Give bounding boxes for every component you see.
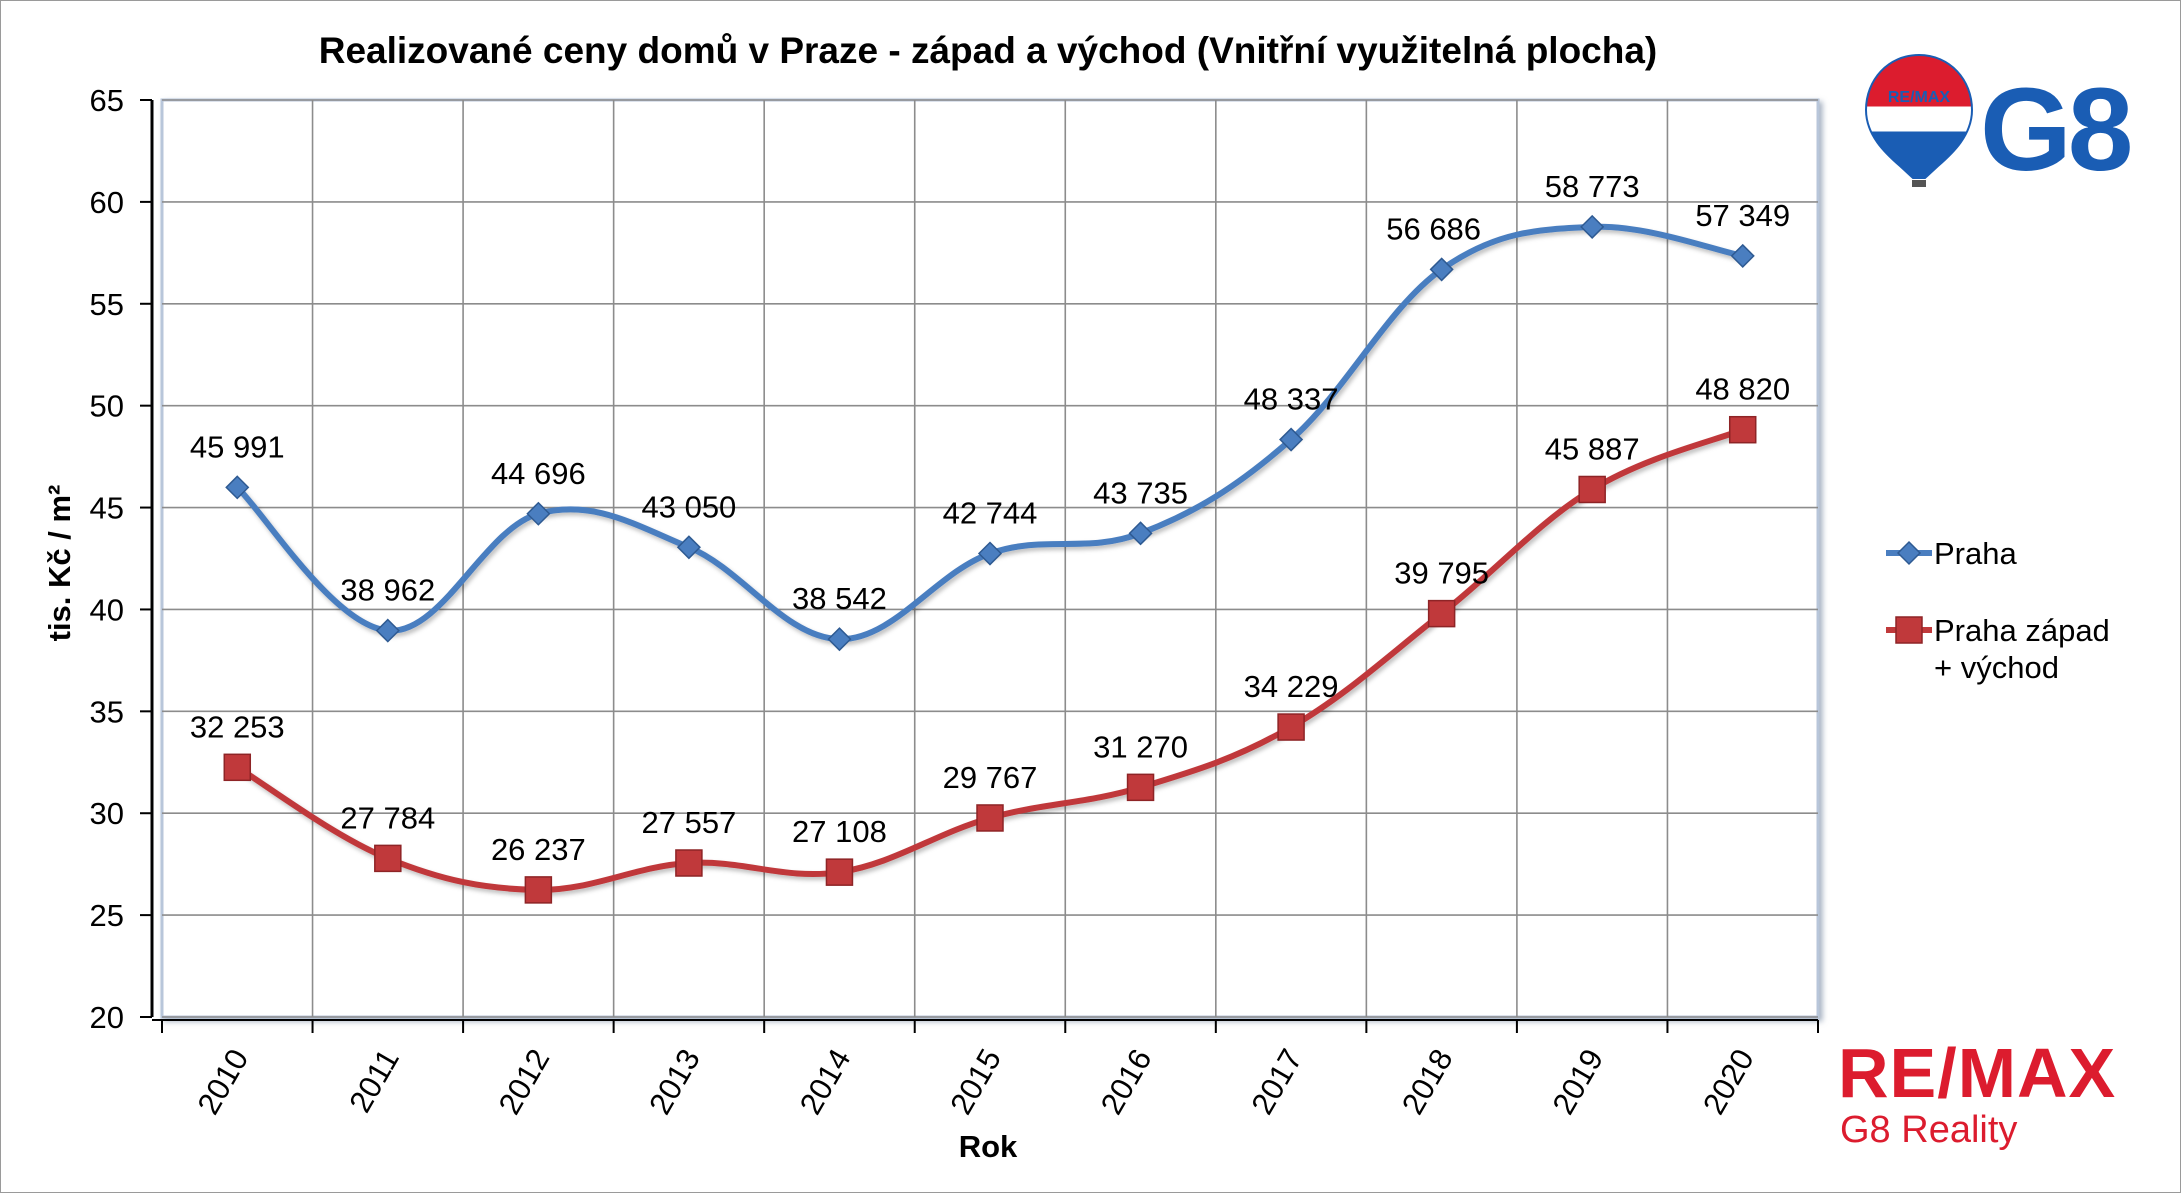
data-point (675, 849, 703, 877)
data-label: 27 108 (792, 814, 887, 849)
data-label: 45 887 (1545, 431, 1640, 466)
data-point (1728, 415, 1757, 444)
data-point (825, 858, 854, 886)
data-point (1730, 243, 1755, 268)
data-label: 29 767 (943, 760, 1038, 795)
y-tick-label: 65 (90, 83, 124, 118)
data-label: 39 795 (1394, 556, 1489, 591)
data-point (676, 535, 701, 560)
legend-item: Praha (1886, 536, 2017, 571)
data-label: 44 696 (491, 456, 586, 491)
x-tick-label: 2017 (1244, 1043, 1309, 1120)
data-point (1277, 713, 1305, 741)
chart-title: Realizované ceny domů v Praze - západ a … (319, 30, 1658, 71)
legend-marker (1896, 540, 1922, 566)
chart-legend: Praha Praha západ+ východ (1886, 536, 2110, 685)
data-label: 56 686 (1386, 211, 1481, 246)
g8-logo: G8 (1980, 64, 2130, 196)
data-point (225, 475, 250, 500)
data-label: 48 820 (1695, 372, 1790, 407)
y-tick-label: 50 (90, 389, 124, 424)
data-label: 43 050 (641, 489, 736, 524)
data-point (977, 541, 1003, 566)
data-point (1427, 599, 1456, 628)
data-point (375, 618, 400, 643)
balloon-text: RE/MAX (1888, 89, 1951, 106)
data-point (1580, 214, 1605, 239)
legend-label: Praha západ (1934, 613, 2110, 648)
data-point (526, 501, 551, 526)
legend-label: + východ (1934, 650, 2059, 685)
x-tick-label: 2013 (642, 1043, 707, 1120)
data-label: 31 270 (1093, 729, 1188, 764)
data-label: 27 784 (340, 800, 435, 835)
x-tick-label: 2018 (1395, 1043, 1460, 1120)
y-tick-label: 20 (90, 1000, 124, 1035)
y-tick-label: 30 (90, 796, 124, 831)
data-label: 48 337 (1244, 382, 1339, 417)
data-point (976, 804, 1004, 832)
data-point (1429, 257, 1454, 282)
data-label: 27 557 (641, 805, 736, 840)
data-label: 43 735 (1093, 475, 1188, 510)
y-tick-label: 45 (90, 491, 124, 526)
x-tick-label: 2012 (492, 1043, 557, 1120)
legend-item: Praha západ+ východ (1886, 613, 2110, 685)
x-axis-label: Rok (959, 1129, 1018, 1164)
x-tick-label: 2010 (191, 1043, 256, 1120)
x-tick-label: 2015 (943, 1043, 1008, 1120)
x-tick-label: 2019 (1545, 1043, 1610, 1120)
y-tick-label: 40 (90, 592, 124, 627)
data-label: 38 542 (792, 581, 887, 616)
series-praha-zapad-vychod: 32 253 27 784 26 237 27 557 27 108 29 767 31 2… (190, 372, 1790, 904)
plot-area: 20 25 30 35 40 45 50 55 60 65 2010 2011 2012 2013 2014… (90, 83, 1820, 1120)
data-point (1126, 773, 1155, 802)
legend-marker (1895, 616, 1923, 644)
data-label: 42 744 (943, 496, 1038, 531)
data-point (223, 753, 252, 782)
x-tick-label: 2014 (793, 1043, 858, 1120)
data-point (374, 844, 402, 873)
data-point (1128, 521, 1153, 546)
data-label: 34 229 (1244, 669, 1339, 704)
data-label: 45 991 (190, 429, 285, 464)
y-tick-label: 55 (90, 287, 124, 322)
x-tick-label: 2011 (342, 1043, 406, 1118)
legend-label: Praha (1934, 536, 2017, 571)
data-point (1279, 427, 1304, 452)
data-label: 26 237 (491, 832, 586, 867)
company-name: G8 Reality (1840, 1109, 2017, 1151)
y-axis-label: tis. Kč / m² (42, 485, 77, 642)
data-label: 32 253 (190, 709, 285, 744)
remax-balloon-logo: RE/MAX (1864, 53, 1974, 187)
data-point (1578, 475, 1606, 504)
data-label: 57 349 (1695, 198, 1790, 233)
data-label: 58 773 (1545, 169, 1640, 204)
x-tick-label: 2016 (1094, 1043, 1159, 1120)
data-label: 38 962 (340, 573, 435, 608)
y-tick-label: 60 (90, 185, 124, 220)
data-point (524, 876, 553, 904)
y-tick-label: 35 (90, 694, 124, 729)
remax-wordmark: RE/MAX (1838, 1034, 2116, 1112)
data-point (827, 627, 852, 652)
x-tick-label: 2020 (1696, 1043, 1761, 1120)
series-praha: 45 991 38 962 44 696 43 050 38 542 42 744 43 7… (190, 169, 1790, 652)
y-tick-label: 25 (90, 898, 124, 933)
